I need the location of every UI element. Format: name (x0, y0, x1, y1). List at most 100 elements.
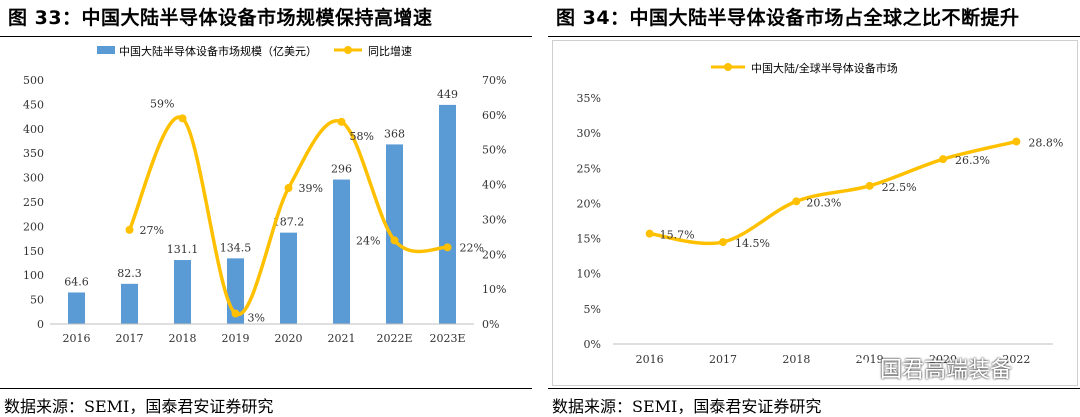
bar-line-combo-chart: 中国大陆半导体设备市场规模（亿美元） 同比增速 0 50 100 150 200 250 3… (23, 44, 506, 345)
y-left-tick-label: 450 (23, 98, 44, 111)
figure-34-panel: 图 34：中国大陆半导体设备市场占全球之比不断提升 中国大陆/全球半导体设备市场… (548, 0, 1080, 417)
y-tick-label: 35% (577, 92, 601, 105)
growth-point (443, 243, 452, 252)
x-tick-label: 2018 (782, 353, 810, 366)
y-tick-label: 15% (577, 233, 601, 246)
figure-33-source: 数据来源：SEMI，国泰君安证券研究 (4, 397, 274, 416)
y-tick-label: 5% (584, 303, 601, 316)
y-left-tick-label: 50 (30, 294, 44, 307)
bar-data-label: 368 (384, 127, 405, 140)
x-tick-label: 2016 (63, 332, 91, 345)
y-tick-label: 25% (577, 162, 601, 175)
bar (68, 292, 85, 324)
x-tick-label: 2023E (429, 332, 465, 345)
y-axis: 0% 5% 10% 15% 20% 25% 30% 35% (577, 92, 601, 351)
y-right-tick-label: 30% (482, 213, 506, 226)
figure-34-bottom-rule (548, 388, 1080, 389)
share-data-label: 20.3% (806, 196, 841, 209)
figure-34-title: 图 34：中国大陆半导体设备市场占全球之比不断提升 (556, 7, 1020, 29)
y-tick-label: 30% (577, 127, 601, 140)
y-right-tick-label: 0% (482, 318, 499, 331)
bar-data-label: 187.2 (273, 216, 305, 229)
bar-series: 64.6 82.3 131.1 134.5 187.2 296 368 449 (64, 88, 458, 324)
bar (280, 232, 297, 324)
x-tick-label: 2021 (328, 332, 356, 345)
bar-data-label: 82.3 (117, 267, 142, 280)
legend-line-marker (344, 46, 352, 54)
y-left-tick-label: 300 (23, 172, 44, 185)
x-tick-label: 2020 (929, 353, 957, 366)
line-series: 15.7% 14.5% 20.3% 22.5% 26.3% 28.8% (645, 137, 1063, 250)
bar-data-label: 64.6 (64, 275, 89, 288)
figure-34-source: 数据来源：SEMI，国泰君安证券研究 (552, 397, 822, 416)
x-tick-label: 2019 (856, 353, 884, 366)
y-tick-label: 0% (584, 338, 601, 351)
bar-data-label: 131.1 (167, 243, 199, 256)
bar (439, 104, 456, 324)
x-tick-label: 2022 (1002, 353, 1030, 366)
growth-data-label: 27% (140, 224, 164, 237)
bar (174, 260, 191, 324)
figure-33-bottom-rule (0, 388, 532, 389)
y-left-tick-label: 200 (23, 220, 44, 233)
y-left-tick-label: 350 (23, 147, 44, 160)
x-tick-label: 2020 (275, 332, 303, 345)
y-right-tick-label: 10% (482, 283, 506, 296)
legend-line-marker (724, 63, 732, 71)
line-series: 27% 59% 3% 39% 58% 24% 22% (125, 97, 484, 325)
x-tick-label: 2017 (116, 332, 144, 345)
share-data-label: 15.7% (660, 229, 695, 242)
share-data-label: 26.3% (955, 154, 990, 167)
watermark: 国君高端装备 (848, 352, 1068, 386)
y-left-tick-label: 500 (23, 74, 44, 87)
bar-data-label: 296 (331, 163, 352, 176)
legend-bar-swatch (97, 46, 115, 54)
bar (333, 179, 350, 324)
line-chart: 中国大陆/全球半导体设备市场 0% 5% 10% 15% 20% 25% 30% 35% 20… (577, 61, 1064, 366)
y-right-tick-label: 50% (482, 144, 506, 157)
share-data-label: 14.5% (735, 237, 770, 250)
x-tick-label: 2016 (636, 353, 664, 366)
x-axis: 2016 2017 2018 2019 2020 2021 2022E 2023E (50, 323, 474, 345)
y-right-tick-label: 40% (482, 179, 506, 192)
growth-point (390, 236, 399, 245)
legend-line-label: 中国大陆/全球半导体设备市场 (751, 61, 898, 75)
legend-bar-label: 中国大陆半导体设备市场规模（亿美元） (119, 44, 317, 58)
y-tick-label: 10% (577, 268, 601, 281)
growth-data-label: 58% (350, 130, 374, 143)
y-left-tick-label: 100 (23, 269, 44, 282)
growth-data-label: 24% (356, 234, 380, 247)
wechat-icon (848, 357, 874, 385)
share-point (719, 238, 727, 247)
y-left-tick-label: 150 (23, 245, 44, 258)
share-point (645, 229, 654, 238)
chart-legend: 中国大陆/全球半导体设备市场 (711, 61, 898, 75)
y-right-tick-label: 20% (482, 248, 506, 261)
figure-34-top-rule (548, 36, 1080, 37)
growth-data-label: 59% (150, 97, 174, 110)
figure-33-panel: 图 33：中国大陆半导体设备市场规模保持高增速 中国大陆半导体设备市场规模（亿美… (0, 0, 532, 417)
figure-33-top-rule (0, 36, 532, 37)
bar (121, 283, 138, 324)
growth-point (284, 184, 293, 193)
x-tick-label: 2019 (222, 332, 250, 345)
growth-point (178, 114, 187, 123)
bar (386, 144, 403, 324)
chart-legend: 中国大陆半导体设备市场规模（亿美元） 同比增速 (97, 44, 412, 58)
figure-34-chart: 中国大陆/全球半导体设备市场 0% 5% 10% 15% 20% 25% 30% 35% 20… (552, 40, 1078, 386)
y-axis-right: 0% 10% 20% 30% 40% 50% 60% 70% (482, 74, 506, 331)
bar-data-label: 134.5 (220, 241, 252, 254)
y-left-tick-label: 400 (23, 123, 44, 136)
figure-33-title: 图 33：中国大陆半导体设备市场规模保持高增速 (8, 7, 433, 29)
y-tick-label: 20% (577, 197, 601, 210)
x-tick-label: 2018 (169, 332, 197, 345)
figure-33-chart: 中国大陆半导体设备市场规模（亿美元） 同比增速 0 50 100 150 200 250 3… (4, 40, 528, 384)
share-point (1012, 137, 1021, 146)
x-tick-label: 2017 (709, 353, 737, 366)
share-point (792, 197, 801, 206)
legend-line-label: 同比增速 (368, 44, 412, 58)
y-axis-left: 0 50 100 150 200 250 300 350 400 450 500 (23, 74, 44, 331)
share-data-label: 22.5% (882, 181, 917, 194)
growth-point (125, 225, 134, 234)
growth-point (231, 309, 240, 318)
